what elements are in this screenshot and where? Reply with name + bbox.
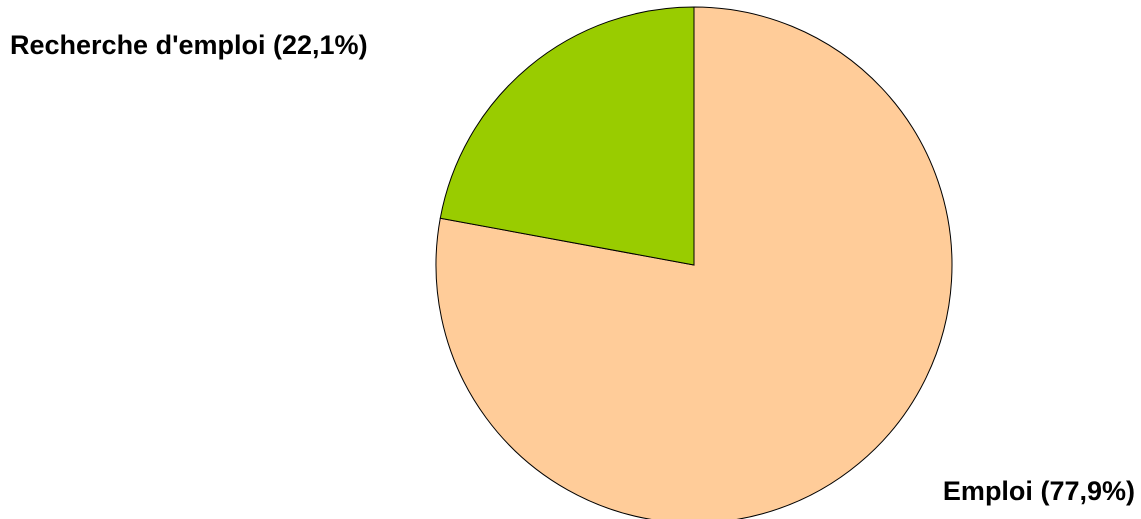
slice-name: Recherche d'emploi <box>10 30 266 60</box>
slice-value: (22,1%) <box>273 30 368 60</box>
pie-slice <box>439 6 695 266</box>
slice-label: Emploi (77,9%) <box>943 476 1135 506</box>
pie-slice <box>435 6 953 519</box>
slice-value: (77,9%) <box>1040 476 1135 506</box>
slice-label: Recherche d'emploi (22,1%) <box>10 30 368 60</box>
slice-name: Emploi <box>943 476 1033 506</box>
